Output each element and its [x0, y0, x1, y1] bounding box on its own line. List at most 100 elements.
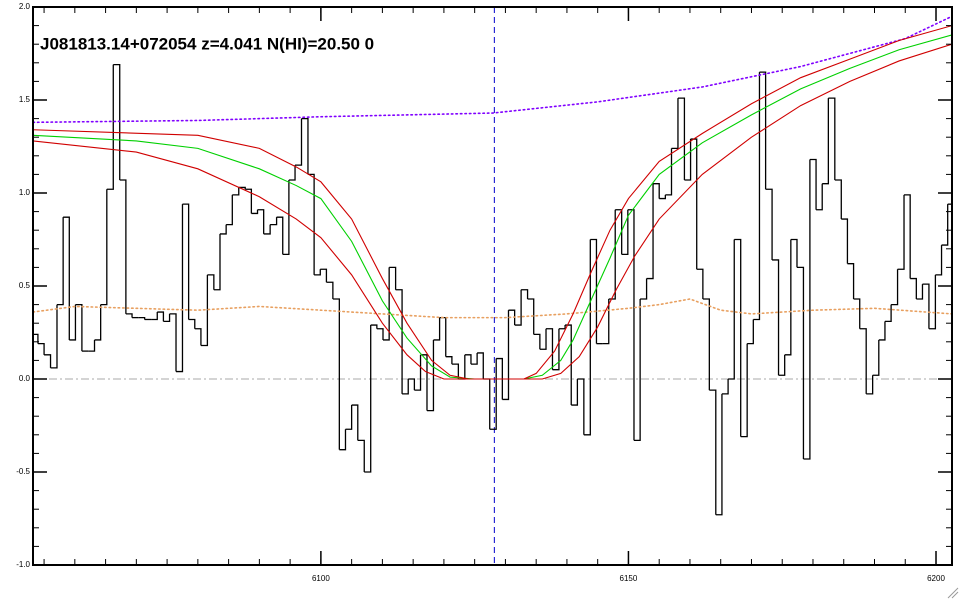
flux-step: [125, 313, 133, 318]
flux-step: [809, 158, 817, 210]
flux-step: [796, 266, 805, 459]
flux-step: [37, 343, 45, 355]
flux-step: [483, 378, 491, 430]
flux-step: [521, 289, 529, 300]
flux-step: [878, 321, 886, 341]
flux-step: [389, 266, 397, 290]
flux-step: [916, 284, 924, 300]
dotted-curve: [33, 15, 952, 124]
flux-step: [759, 71, 767, 190]
flux-step: [69, 304, 77, 341]
flux-step: [138, 316, 146, 320]
flux-step: [696, 268, 704, 300]
flux-step: [75, 303, 83, 352]
flux-step: [539, 328, 547, 350]
flux-step: [891, 269, 899, 306]
flux-step: [169, 313, 177, 372]
flux-step: [778, 354, 786, 376]
flux-step: [834, 179, 842, 220]
flux-step: [477, 352, 484, 379]
flux-step: [88, 339, 96, 352]
flux-step: [753, 72, 761, 321]
y-tick-label: -1.0: [16, 560, 30, 569]
flux-step: [219, 224, 227, 235]
flux-step: [408, 378, 416, 391]
flux-step: [56, 217, 64, 306]
flux-step: [351, 404, 359, 441]
flux-step: [709, 389, 717, 515]
flux-step: [533, 333, 541, 350]
flux-step: [747, 319, 754, 345]
flux-step: [684, 139, 692, 181]
flux-step: [226, 194, 233, 226]
x-tick-label: 6100: [312, 574, 330, 583]
flux-step: [282, 179, 290, 256]
flux-step: [828, 97, 836, 180]
flux-step: [790, 238, 798, 268]
flux-step: [702, 298, 710, 391]
flux-step: [414, 354, 422, 391]
flux-step: [859, 328, 867, 394]
flux-step: [320, 268, 328, 283]
y-tick-label: 0.5: [19, 281, 31, 290]
flux-step: [163, 313, 171, 322]
flux-step: [370, 324, 378, 329]
flux-step: [740, 343, 748, 438]
flux-step: [295, 118, 303, 166]
flux-step: [451, 363, 460, 379]
flux-step: [558, 325, 566, 330]
flux-step: [577, 378, 585, 435]
flux-step: [640, 278, 648, 300]
dotted-curve: [33, 298, 952, 319]
flux-step: [50, 304, 58, 369]
flux-step: [734, 238, 742, 437]
flux-step: [357, 439, 365, 472]
flux-step: [646, 183, 654, 280]
flux-step: [100, 189, 108, 306]
flux-step: [213, 233, 221, 291]
flux-step: [671, 98, 679, 150]
flux-step: [772, 259, 780, 376]
flux-step: [433, 317, 441, 341]
flux-step: [941, 204, 949, 246]
flux-step: [420, 354, 428, 411]
flux-step: [332, 298, 340, 450]
flux-step: [765, 188, 773, 260]
y-tick-label: 2.0: [19, 2, 31, 11]
flux-step: [314, 269, 321, 276]
flux-step: [489, 358, 497, 430]
flux-step: [119, 179, 127, 314]
x-tick-label: 6150: [620, 574, 638, 583]
flux-step: [188, 318, 196, 329]
flux-step: [653, 183, 660, 199]
flux-step: [508, 309, 516, 326]
flux-step: [803, 159, 811, 460]
flux-step: [841, 218, 849, 264]
flux-step: [897, 194, 905, 270]
flux-step: [94, 304, 102, 341]
flux-step: [345, 405, 353, 430]
flux-step: [326, 281, 334, 300]
flux-step: [464, 354, 472, 365]
flux-step: [502, 310, 510, 401]
flux-step: [816, 183, 823, 211]
flux-step: [270, 217, 278, 226]
model-curve: [33, 34, 952, 380]
flux-step: [527, 298, 535, 335]
resize-grip: [947, 587, 959, 599]
flux-step: [157, 311, 165, 322]
flux-step: [571, 379, 579, 406]
flux-step: [884, 304, 892, 322]
flux-step: [659, 194, 667, 200]
flux-step: [207, 274, 215, 290]
flux-step: [922, 283, 930, 329]
flux-step: [872, 339, 880, 376]
flux-step: [602, 299, 610, 345]
flux-step: [106, 64, 114, 190]
flux-step: [44, 354, 52, 368]
flux-step: [677, 97, 686, 180]
flux-step: [784, 239, 792, 356]
flux-step: [822, 98, 830, 185]
flux-step: [288, 165, 296, 181]
